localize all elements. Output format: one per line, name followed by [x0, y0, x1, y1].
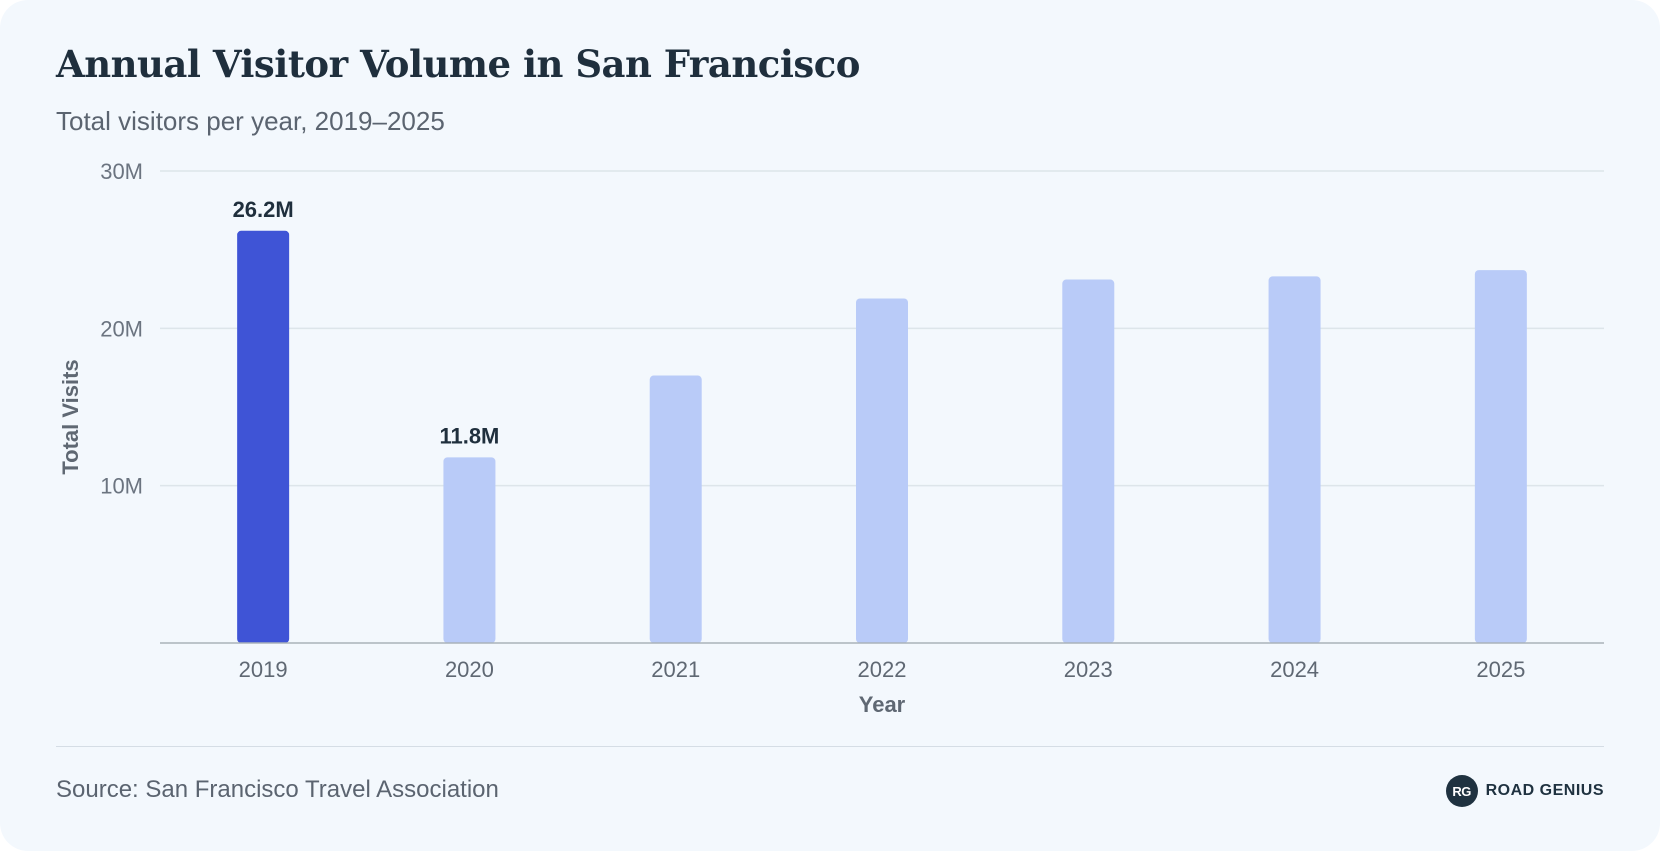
y-tick-label: 10M [100, 474, 143, 499]
source-note: Source: San Francisco Travel Association [56, 776, 499, 803]
bar-2020 [443, 457, 496, 643]
brand-name: ROAD GENIUS [1485, 782, 1604, 799]
data-labels: 26.2M 11.8M [233, 197, 500, 449]
data-label: 11.8M [439, 423, 499, 448]
bar-2022 [856, 298, 908, 643]
x-tick-label: 2020 [445, 657, 494, 682]
brand-logo: RG ROAD GENIUS [1445, 775, 1604, 807]
bar-2024 [1268, 276, 1321, 643]
y-tick-label: 30M [100, 159, 143, 184]
x-tick-label: 2023 [1064, 657, 1113, 682]
bar-2025 [1474, 270, 1527, 643]
data-label: 26.2M [233, 197, 294, 222]
chart-title: Annual Visitor Volume in San Francisco [56, 42, 860, 86]
y-axis-title: Total Visits [58, 359, 83, 474]
bar-2023 [1062, 279, 1115, 643]
y-axis-ticks: 10M 20M 30M [100, 159, 143, 499]
x-axis-title: Year [859, 692, 906, 717]
x-axis-ticks: 2019 2020 2021 2022 2023 2024 2025 [239, 657, 1526, 682]
x-tick-label: 2019 [239, 657, 288, 682]
bar-2021 [649, 375, 702, 643]
x-tick-label: 2025 [1476, 657, 1525, 682]
chart-subtitle: Total visitors per year, 2019–2025 [56, 106, 445, 136]
footer-divider [56, 746, 1604, 747]
y-tick-label: 20M [100, 316, 143, 341]
x-tick-label: 2022 [858, 657, 907, 682]
bar-chart: 10M 20M 30M 26.2M 11.8M 2019 2020 2021 2022 202… [58, 159, 1604, 717]
x-tick-label: 2021 [651, 657, 700, 682]
x-tick-label: 2024 [1270, 657, 1319, 682]
brand-mark-icon: RG [1445, 775, 1478, 807]
bar-2019 [237, 230, 290, 643]
bars [237, 230, 1527, 643]
